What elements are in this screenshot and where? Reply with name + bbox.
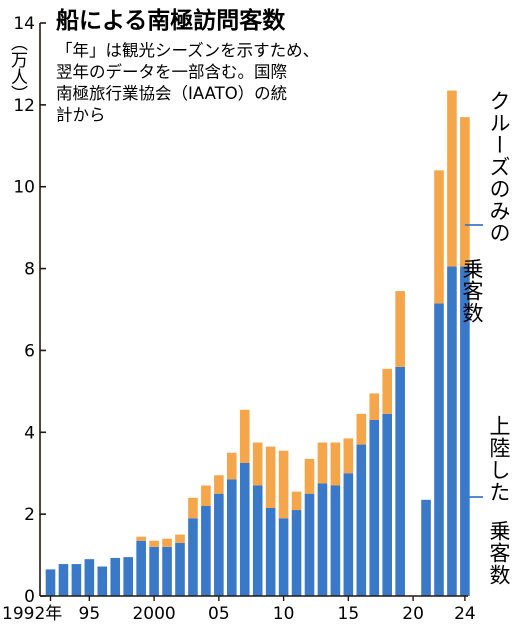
bar-landed-2008: [252, 485, 263, 596]
x-tick-label-1992: 1992年: [2, 604, 62, 624]
bar-landed-2009: [265, 508, 276, 596]
bar-cruise-only-2024: [460, 117, 470, 267]
bar-cruise-only-2005: [214, 475, 224, 494]
y-unit-label: （万人）: [7, 34, 28, 102]
bar-landed-2022: [434, 303, 444, 596]
chart-note: 「年」は観光シーズンを示すため、翌年のデータを一部含む。国際南極旅行業協会（IA…: [56, 41, 319, 125]
bar-cruise-only-2002: [175, 534, 185, 543]
y-axis: 0 2 4 6 8 10 12 14: [13, 14, 46, 607]
y-tick-label-0: 0: [24, 587, 35, 607]
bar-landed-2005: [214, 493, 224, 596]
y-tick-label-8: 8: [24, 260, 35, 280]
bar-landed-2004: [201, 505, 211, 596]
bar-cruise-only-2004: [201, 485, 211, 506]
bar-cruise-only-2001: [162, 538, 172, 547]
bar-cruise-only-2008: [252, 442, 263, 486]
x-axis: 1992年 95 2000 05 10 15 20 24: [2, 595, 476, 624]
bar-landed-2023: [447, 266, 457, 596]
bar-landed-1995: [84, 559, 95, 596]
bar-cruise-only-2003: [188, 497, 198, 519]
x-tick-label-2010: 10: [273, 604, 295, 624]
x-tick-label-2020: 20: [402, 604, 424, 624]
y-tick-label-12: 12: [13, 96, 35, 116]
bar-cruise-only-2023: [447, 90, 457, 267]
bar-cruise-only-2019: [395, 291, 405, 367]
bar-landed-1994: [71, 564, 82, 596]
bar-cruise-only-2010: [278, 450, 289, 519]
bar-landed-2000: [149, 546, 159, 596]
bar-landed-2018: [382, 413, 392, 596]
bar-landed-2006: [227, 479, 237, 596]
bar-landed-1996: [97, 566, 108, 596]
bar-landed-2019: [395, 366, 405, 596]
x-tick-label-2000: 2000: [132, 604, 175, 624]
y-tick-label-10: 10: [13, 178, 35, 198]
bar-landed-2017: [369, 420, 380, 596]
y-unit-text: （万人）: [7, 34, 28, 102]
bar-cruise-only-2018: [382, 368, 392, 414]
y-tick-label-2: 2: [24, 505, 35, 525]
bar-landed-1998: [123, 557, 133, 596]
bar-landed-2010: [278, 518, 289, 596]
label-cruise-only-col1: クルーズのみの: [487, 90, 511, 244]
bar-landed-2024: [460, 266, 470, 596]
bar-landed-2003: [188, 518, 198, 596]
bar-landed-1993: [58, 564, 69, 596]
chart-title: 船による南極訪問客数: [56, 7, 286, 34]
bar-cruise-only-2006: [227, 452, 237, 480]
label-landed-col2: 乗客数: [487, 520, 511, 586]
bar-landed-1999: [136, 540, 146, 596]
bar-landed-2002: [175, 542, 185, 596]
note-line-4: 計から: [56, 106, 106, 125]
bar-cruise-only-2014: [330, 442, 341, 486]
x-tick-label-2015: 15: [338, 604, 360, 624]
bar-cruise-only-2016: [356, 413, 367, 445]
label-cruise-only-col2: 乗客数: [460, 258, 484, 324]
y-tick-label-6: 6: [24, 341, 35, 361]
bar-cruise-only-2009: [265, 446, 276, 509]
bar-landed-2014: [330, 485, 341, 596]
bar-cruise-only-2011: [291, 491, 302, 511]
x-tick-label-2024: 24: [454, 604, 476, 624]
bar-cruise-only-1999: [136, 536, 146, 541]
bar-landed-2021: [421, 499, 431, 596]
bar-landed-2001: [162, 546, 172, 596]
bar-landed-2012: [304, 493, 315, 596]
bar-landed-2007: [239, 462, 250, 596]
x-tick-label-2005: 05: [208, 604, 230, 624]
bar-landed-2015: [343, 473, 354, 596]
bar-landed-2016: [356, 444, 367, 596]
bar-cruise-only-2015: [343, 438, 354, 474]
x-tick-label-1995: 95: [79, 604, 101, 624]
note-line-2: 翌年のデータを一部含む。国際: [56, 62, 287, 82]
bar-landed-2013: [317, 483, 328, 596]
y-tick-label-14: 14: [13, 14, 35, 34]
label-landed-col1: 上陸した: [487, 415, 511, 503]
bars-group: [45, 90, 470, 596]
bar-cruise-only-2012: [304, 458, 315, 494]
bar-landed-1997: [110, 557, 121, 596]
bar-cruise-only-2022: [434, 170, 444, 304]
note-line-1: 「年」は観光シーズンを示すため、: [56, 41, 319, 60]
y-tick-label-4: 4: [24, 423, 35, 443]
bar-cruise-only-2000: [149, 540, 159, 547]
bar-landed-2011: [291, 510, 302, 596]
bar-landed-1992: [45, 569, 56, 596]
bar-cruise-only-2013: [317, 442, 328, 484]
bar-cruise-only-2007: [239, 409, 250, 463]
note-line-3: 南極旅行業協会（IAATO）の統: [56, 84, 287, 103]
bar-cruise-only-2017: [369, 393, 380, 421]
